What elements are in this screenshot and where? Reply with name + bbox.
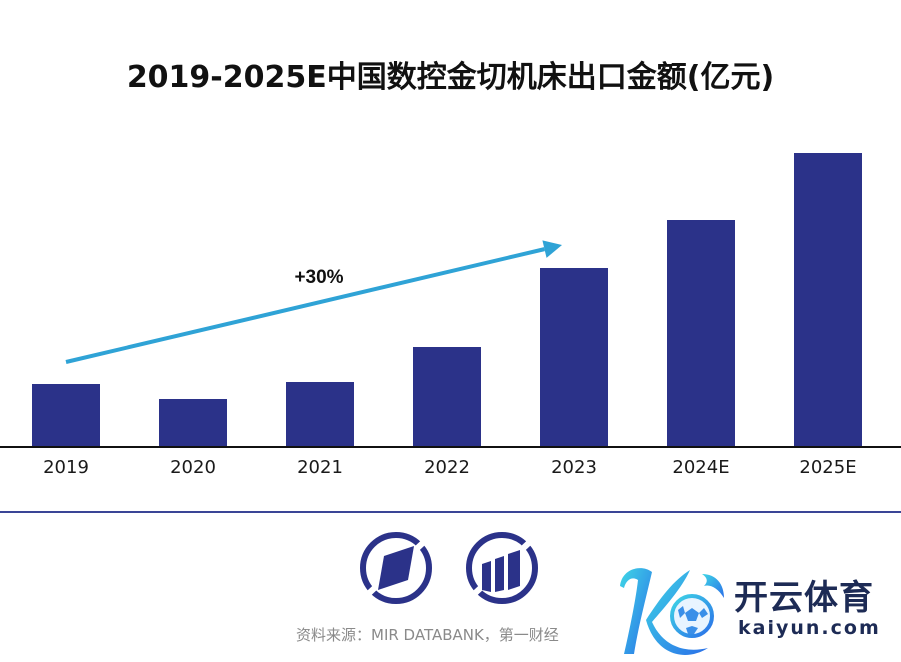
trend-annotation-label: +30% [294,267,343,288]
trend-annotation: +30% [65,240,562,364]
trend-arrow-head [542,240,562,258]
data-source: 资料来源：MIR DATABANK，第一财经 [296,626,559,644]
x-tick-label: 2021 [297,457,343,478]
panel-icon [358,530,434,606]
bar-chart: 2019 2020 2021 2022 2023 2024E 2025E +30% [0,153,901,478]
chart-title: 2019-2025E中国数控金切机床出口金额(亿元) [126,60,775,95]
brand-name-en: kaiyun.com [738,617,881,639]
x-tick-label: 2024E [672,457,729,478]
footer-divider [0,511,901,513]
bar-2021 [286,382,354,446]
bar-2020 [159,399,227,446]
building-chart-icon [464,530,540,606]
x-tick-labels: 2019 2020 2021 2022 2023 2024E 2025E [43,457,857,478]
bar-2025E [794,153,862,446]
x-tick-label: 2019 [43,457,89,478]
bar-2022 [413,347,481,446]
bar-2019 [32,384,100,446]
bar-2023 [540,268,608,446]
trend-arrow-line [65,247,545,364]
x-tick-label: 2023 [551,457,597,478]
bar-2024E [667,220,735,446]
bars-group [32,153,862,446]
x-tick-label: 2025E [799,457,856,478]
x-tick-label: 2022 [424,457,470,478]
x-tick-label: 2020 [170,457,216,478]
brand-name-cn: 开云体育 [734,578,874,618]
kaiyun-logo-icon [612,558,730,658]
